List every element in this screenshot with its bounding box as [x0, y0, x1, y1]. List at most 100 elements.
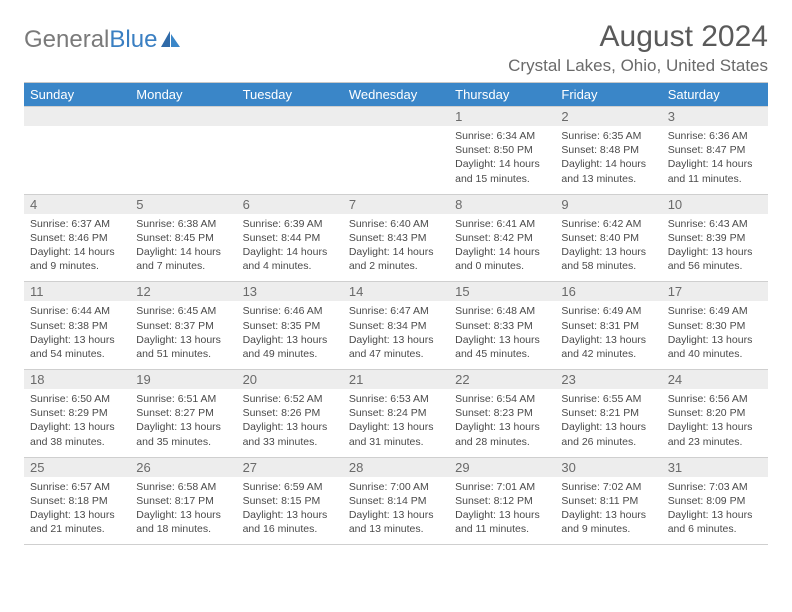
day-line: Daylight: 14 hours	[668, 157, 762, 171]
day-line: and 4 minutes.	[243, 259, 337, 273]
day-cell: 20Sunrise: 6:52 AMSunset: 8:26 PMDayligh…	[237, 370, 343, 458]
day-line: Daylight: 13 hours	[668, 333, 762, 347]
day-line: Sunset: 8:20 PM	[668, 406, 762, 420]
day-content: Sunrise: 6:43 AMSunset: 8:39 PMDaylight:…	[662, 214, 768, 282]
day-number: 20	[237, 370, 343, 389]
day-line: and 47 minutes.	[349, 347, 443, 361]
day-line: Sunrise: 6:55 AM	[561, 392, 655, 406]
day-line: Sunset: 8:48 PM	[561, 143, 655, 157]
week-row: 11Sunrise: 6:44 AMSunset: 8:38 PMDayligh…	[24, 282, 768, 370]
day-number: 8	[449, 195, 555, 214]
day-line: Daylight: 14 hours	[243, 245, 337, 259]
day-cell: 3Sunrise: 6:36 AMSunset: 8:47 PMDaylight…	[662, 107, 768, 195]
day-number: 4	[24, 195, 130, 214]
day-content: Sunrise: 6:44 AMSunset: 8:38 PMDaylight:…	[24, 301, 130, 369]
day-line: Daylight: 14 hours	[561, 157, 655, 171]
day-number: 21	[343, 370, 449, 389]
day-content: Sunrise: 6:47 AMSunset: 8:34 PMDaylight:…	[343, 301, 449, 369]
day-line: Sunset: 8:26 PM	[243, 406, 337, 420]
brand-part1: General	[24, 26, 109, 54]
day-number	[24, 107, 130, 126]
day-number	[343, 107, 449, 126]
day-line: Sunset: 8:50 PM	[455, 143, 549, 157]
day-line: and 28 minutes.	[455, 435, 549, 449]
day-number	[237, 107, 343, 126]
day-number: 18	[24, 370, 130, 389]
day-number: 9	[555, 195, 661, 214]
day-number: 24	[662, 370, 768, 389]
day-line: Sunset: 8:34 PM	[349, 319, 443, 333]
day-line: Sunrise: 6:36 AM	[668, 129, 762, 143]
day-cell: 22Sunrise: 6:54 AMSunset: 8:23 PMDayligh…	[449, 370, 555, 458]
day-content: Sunrise: 6:55 AMSunset: 8:21 PMDaylight:…	[555, 389, 661, 457]
day-cell: 31Sunrise: 7:03 AMSunset: 8:09 PMDayligh…	[662, 457, 768, 545]
day-content: Sunrise: 6:42 AMSunset: 8:40 PMDaylight:…	[555, 214, 661, 282]
day-cell: 28Sunrise: 7:00 AMSunset: 8:14 PMDayligh…	[343, 457, 449, 545]
day-line: and 58 minutes.	[561, 259, 655, 273]
day-number: 3	[662, 107, 768, 126]
day-content: Sunrise: 6:52 AMSunset: 8:26 PMDaylight:…	[237, 389, 343, 457]
week-row: 4Sunrise: 6:37 AMSunset: 8:46 PMDaylight…	[24, 194, 768, 282]
day-line: and 7 minutes.	[136, 259, 230, 273]
day-cell: 10Sunrise: 6:43 AMSunset: 8:39 PMDayligh…	[662, 194, 768, 282]
day-line: Sunrise: 6:49 AM	[561, 304, 655, 318]
day-line: Daylight: 13 hours	[243, 420, 337, 434]
day-number: 16	[555, 282, 661, 301]
day-line: Daylight: 13 hours	[561, 245, 655, 259]
day-line: Sunset: 8:43 PM	[349, 231, 443, 245]
day-number: 13	[237, 282, 343, 301]
location: Crystal Lakes, Ohio, United States	[508, 56, 768, 76]
day-line: Sunset: 8:23 PM	[455, 406, 549, 420]
day-number: 30	[555, 458, 661, 477]
weekday-header: Tuesday	[237, 83, 343, 107]
day-content: Sunrise: 6:38 AMSunset: 8:45 PMDaylight:…	[130, 214, 236, 282]
day-line: Sunrise: 6:48 AM	[455, 304, 549, 318]
day-line: Sunrise: 6:58 AM	[136, 480, 230, 494]
day-content	[24, 126, 130, 186]
day-cell: 9Sunrise: 6:42 AMSunset: 8:40 PMDaylight…	[555, 194, 661, 282]
day-line: and 9 minutes.	[30, 259, 124, 273]
day-number: 11	[24, 282, 130, 301]
day-cell: 8Sunrise: 6:41 AMSunset: 8:42 PMDaylight…	[449, 194, 555, 282]
day-line: and 42 minutes.	[561, 347, 655, 361]
day-line: Daylight: 13 hours	[349, 508, 443, 522]
day-line: Sunrise: 6:40 AM	[349, 217, 443, 231]
day-line: Sunset: 8:42 PM	[455, 231, 549, 245]
day-cell: 12Sunrise: 6:45 AMSunset: 8:37 PMDayligh…	[130, 282, 236, 370]
day-cell	[130, 107, 236, 195]
day-content	[343, 126, 449, 186]
day-line: Daylight: 13 hours	[455, 420, 549, 434]
day-line: and 38 minutes.	[30, 435, 124, 449]
day-number	[130, 107, 236, 126]
day-cell: 17Sunrise: 6:49 AMSunset: 8:30 PMDayligh…	[662, 282, 768, 370]
day-line: Sunset: 8:15 PM	[243, 494, 337, 508]
day-line: Sunset: 8:44 PM	[243, 231, 337, 245]
day-line: and 11 minutes.	[455, 522, 549, 536]
day-line: Sunset: 8:17 PM	[136, 494, 230, 508]
day-content: Sunrise: 7:02 AMSunset: 8:11 PMDaylight:…	[555, 477, 661, 545]
day-number: 10	[662, 195, 768, 214]
day-cell: 25Sunrise: 6:57 AMSunset: 8:18 PMDayligh…	[24, 457, 130, 545]
day-content: Sunrise: 7:01 AMSunset: 8:12 PMDaylight:…	[449, 477, 555, 545]
weekday-header: Monday	[130, 83, 236, 107]
day-content: Sunrise: 6:51 AMSunset: 8:27 PMDaylight:…	[130, 389, 236, 457]
day-cell: 6Sunrise: 6:39 AMSunset: 8:44 PMDaylight…	[237, 194, 343, 282]
day-line: Sunrise: 6:35 AM	[561, 129, 655, 143]
day-line: Sunrise: 6:34 AM	[455, 129, 549, 143]
day-content: Sunrise: 6:34 AMSunset: 8:50 PMDaylight:…	[449, 126, 555, 194]
day-cell	[24, 107, 130, 195]
day-line: Daylight: 13 hours	[349, 420, 443, 434]
day-line: and 16 minutes.	[243, 522, 337, 536]
day-number: 12	[130, 282, 236, 301]
day-line: and 31 minutes.	[349, 435, 443, 449]
day-line: Sunset: 8:14 PM	[349, 494, 443, 508]
day-cell: 1Sunrise: 6:34 AMSunset: 8:50 PMDaylight…	[449, 107, 555, 195]
brand-logo: GeneralBlue	[24, 26, 182, 54]
day-line: Sunrise: 6:56 AM	[668, 392, 762, 406]
day-line: Sunset: 8:27 PM	[136, 406, 230, 420]
day-line: Sunrise: 6:51 AM	[136, 392, 230, 406]
day-line: Sunrise: 6:49 AM	[668, 304, 762, 318]
title-block: August 2024 Crystal Lakes, Ohio, United …	[508, 20, 768, 76]
day-line: Sunset: 8:24 PM	[349, 406, 443, 420]
day-line: Sunrise: 6:54 AM	[455, 392, 549, 406]
